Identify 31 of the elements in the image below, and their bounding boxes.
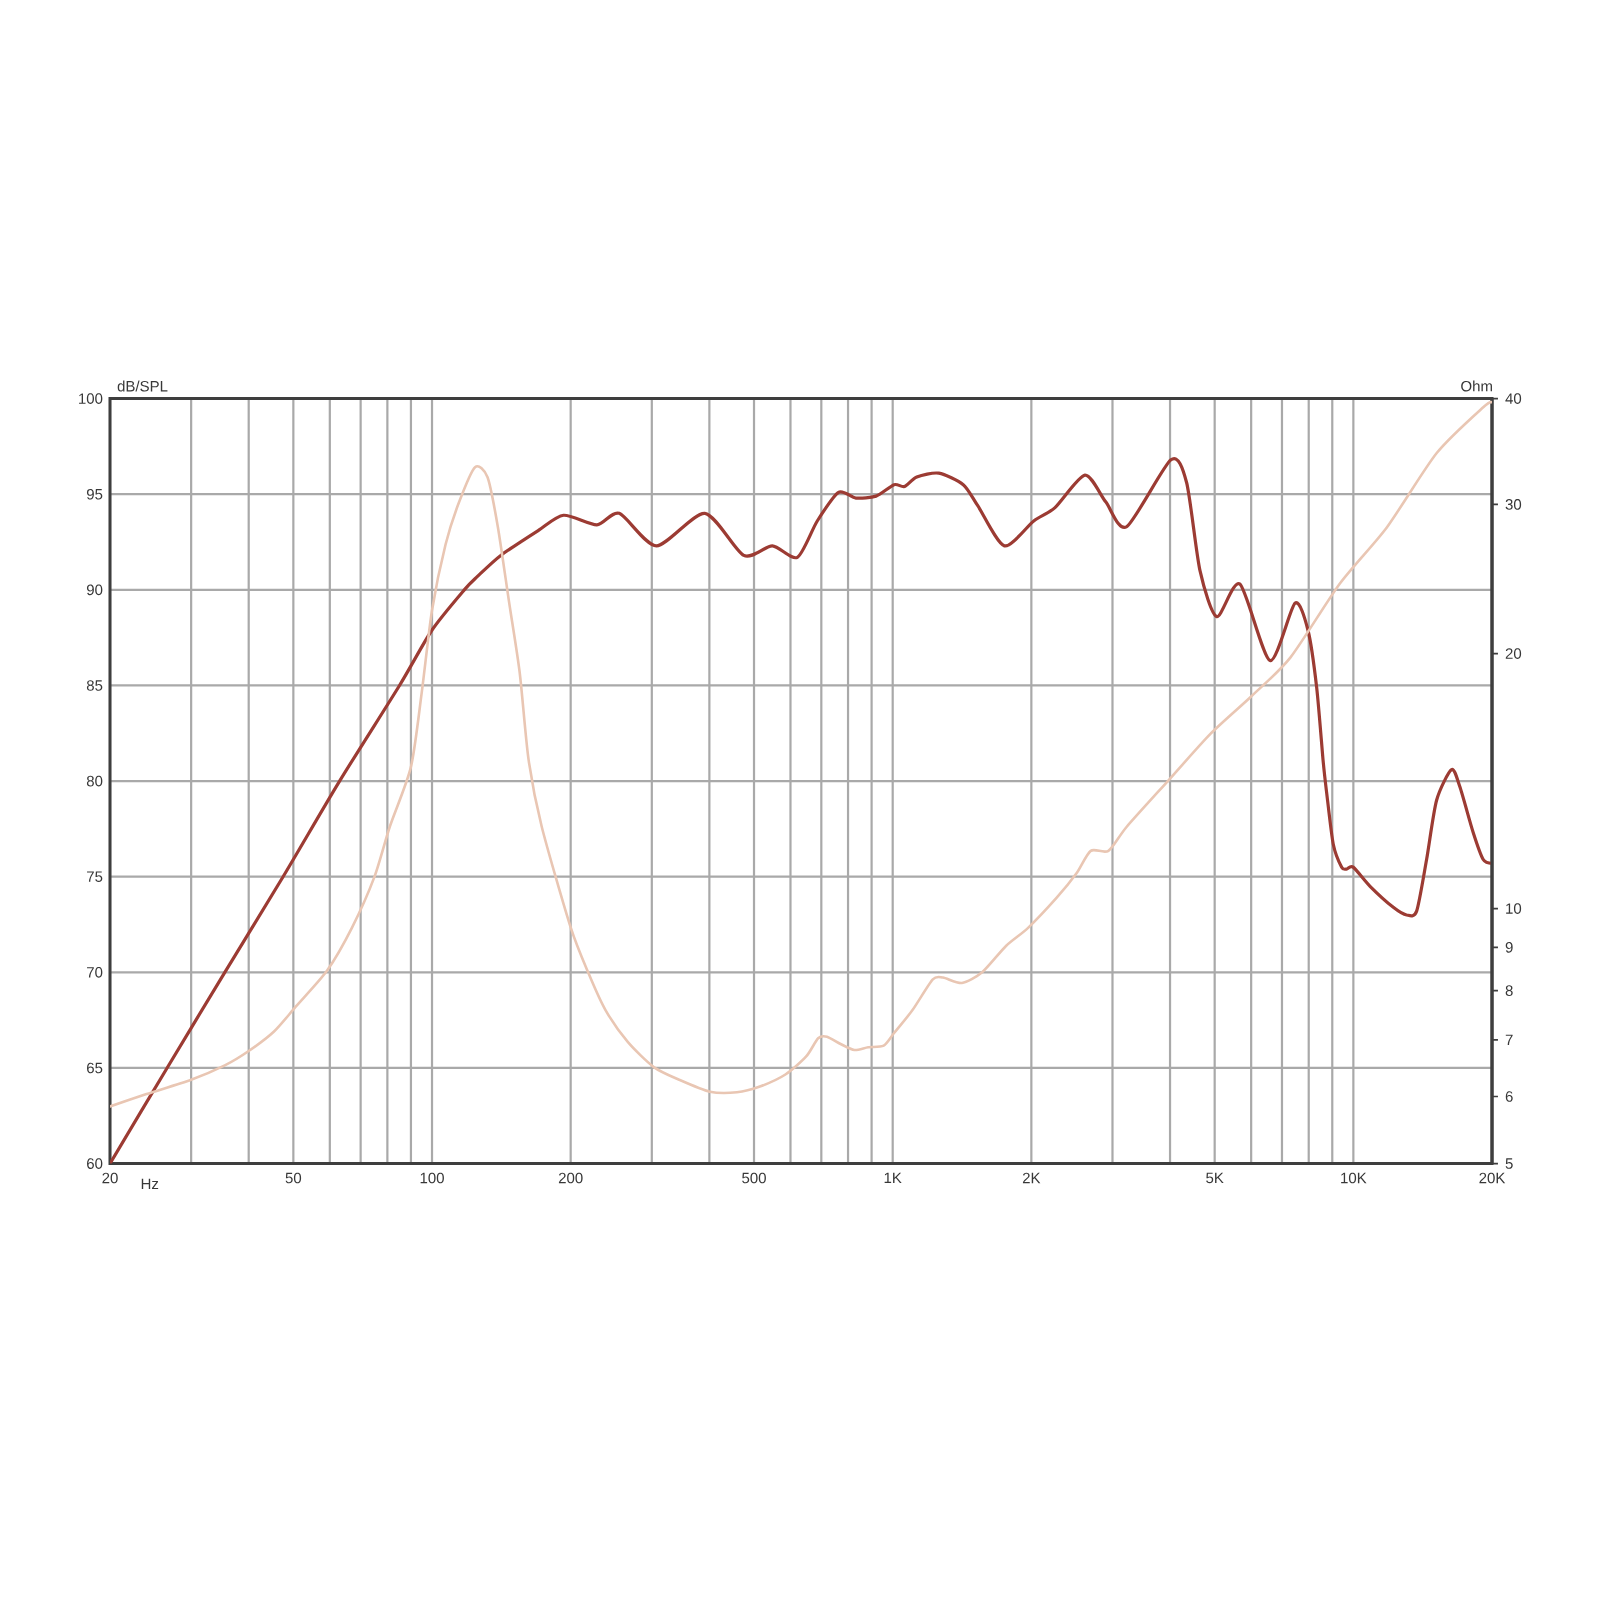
- x-tick-label: 100: [420, 1172, 444, 1184]
- x-tick-label: 50: [285, 1172, 302, 1184]
- y-tick-label: 40: [1505, 393, 1522, 404]
- x-tick-label: 20K: [1479, 1172, 1506, 1184]
- y2-tick-label: 85: [86, 680, 103, 691]
- y-tick-label: 7: [1505, 1034, 1513, 1045]
- y-tick-label: 20: [1505, 648, 1522, 659]
- y2-tick-label: 80: [86, 775, 103, 787]
- x-tick-label: 200: [558, 1172, 583, 1184]
- y-tick-label: 30: [1505, 499, 1522, 510]
- y-tick-label: 6: [1505, 1091, 1513, 1102]
- y2-tick-label: 70: [87, 967, 103, 978]
- y-tick-label: 5: [1505, 1158, 1513, 1169]
- y2-axis-title: dB/SPL: [117, 380, 168, 392]
- y2-tick-label: 75: [87, 871, 103, 882]
- y-axis-title: Ohm: [1461, 380, 1492, 392]
- y2-tick-label: 65: [87, 1062, 103, 1074]
- x-tick-label: 1K: [884, 1172, 902, 1183]
- x-tick-label: 20: [102, 1172, 118, 1184]
- x-tick-label: 10K: [1341, 1172, 1367, 1184]
- y2-tick-label: 90: [86, 584, 103, 596]
- y-tick-label: 9: [1505, 942, 1513, 953]
- x-tick-label: 2K: [1022, 1172, 1041, 1184]
- y2-tick-label: 95: [86, 488, 103, 500]
- y-tick-label: 10: [1506, 903, 1522, 914]
- x-tick-label: 500: [742, 1172, 766, 1184]
- x-axis-title: Hz: [141, 1178, 159, 1189]
- y2-tick-label: 100: [79, 393, 103, 404]
- x-tick-label: 5K: [1206, 1172, 1224, 1184]
- y-tick-label: 8: [1505, 985, 1513, 996]
- y2-tick-label: 60: [87, 1158, 103, 1169]
